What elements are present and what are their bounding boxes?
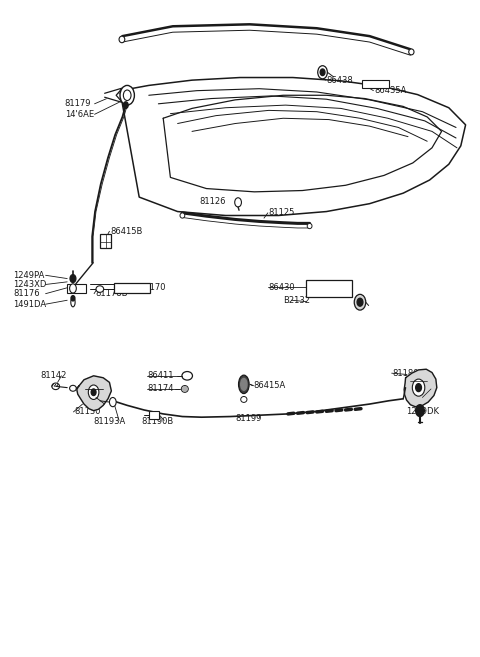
Circle shape [357,298,363,306]
Circle shape [88,385,99,399]
Text: 86411: 86411 [148,371,174,380]
Circle shape [123,102,128,108]
Ellipse shape [239,375,249,394]
Ellipse shape [182,386,187,392]
Bar [114,283,150,293]
Text: 1491DA: 1491DA [13,300,47,309]
Text: 81179: 81179 [65,99,91,108]
Polygon shape [105,88,122,102]
Ellipse shape [240,397,247,402]
Circle shape [120,85,134,105]
Ellipse shape [240,378,247,390]
Ellipse shape [307,223,312,229]
Ellipse shape [96,286,104,292]
Ellipse shape [182,372,192,380]
Bar [306,280,352,297]
Text: 81193A: 81193A [94,417,126,426]
Text: 1243XD: 1243XD [13,280,47,289]
Bar [100,234,111,248]
Ellipse shape [52,383,60,390]
Polygon shape [77,376,111,411]
Ellipse shape [180,213,185,218]
Text: 81190B: 81190B [142,417,174,426]
Ellipse shape [71,298,75,307]
Circle shape [70,284,76,293]
Text: 81126: 81126 [199,196,226,206]
Text: 81180: 81180 [393,369,419,378]
Circle shape [416,384,421,392]
Circle shape [354,294,366,310]
Text: 86438: 86438 [326,76,353,85]
Text: 81174: 81174 [148,384,174,394]
Text: 1249PA: 1249PA [13,271,45,280]
Circle shape [70,275,76,283]
Circle shape [318,66,327,79]
Text: 86435A: 86435A [374,86,407,95]
Bar [362,80,389,88]
Text: 81130: 81130 [74,407,101,417]
Ellipse shape [70,385,76,392]
Circle shape [109,397,116,407]
Text: 86430: 86430 [269,283,295,292]
Text: B2132: B2132 [283,296,310,305]
Circle shape [416,405,424,417]
Bar [149,411,159,419]
Text: 86415B: 86415B [110,227,143,236]
Text: 1229DK: 1229DK [406,407,439,417]
Text: 86415A: 86415A [253,381,286,390]
Ellipse shape [181,386,188,392]
Text: 81142: 81142 [41,371,67,380]
Text: 81170: 81170 [139,283,166,292]
Text: 81178B: 81178B [95,289,128,298]
Circle shape [412,379,425,396]
Ellipse shape [119,36,125,43]
Text: 14'6AE: 14'6AE [65,110,94,119]
Text: 81199: 81199 [235,414,262,423]
Circle shape [71,296,75,301]
Ellipse shape [409,49,414,55]
Polygon shape [120,78,466,215]
Bar [67,284,86,293]
Circle shape [91,389,96,396]
Circle shape [235,198,241,207]
Circle shape [320,69,325,76]
Polygon shape [404,369,437,407]
Text: 81176: 81176 [13,289,40,298]
Circle shape [123,90,131,101]
Text: 81125: 81125 [269,208,295,217]
